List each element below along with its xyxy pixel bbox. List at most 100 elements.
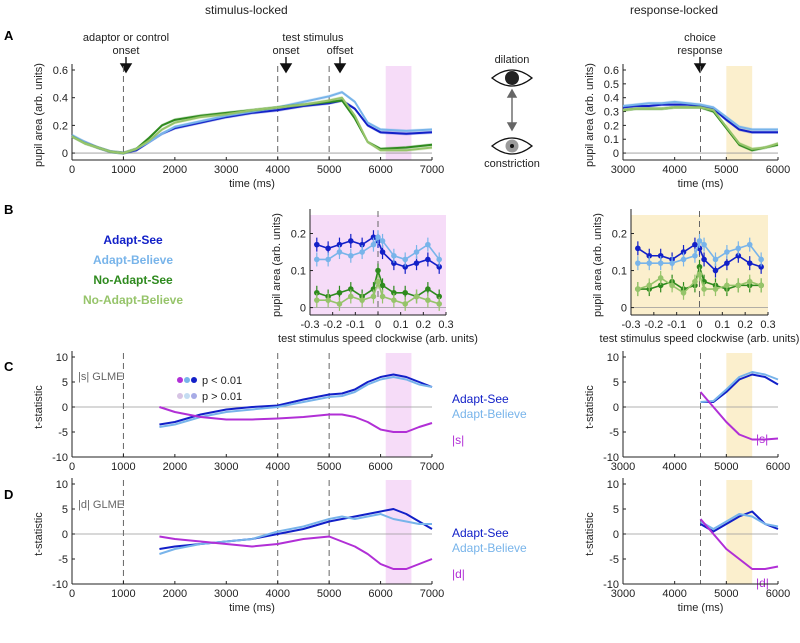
x-tick-label-c2-0: 3000 (611, 461, 635, 473)
x-tick-label-c1-6: 6000 (368, 461, 392, 473)
x-tick-label-b2-1: -0.2 (644, 319, 663, 331)
point-b1-no-adapt-believe-9 (402, 301, 409, 307)
point-b2-no-adapt-see-6 (696, 264, 703, 270)
chart-a1: 0 1000 2000 3000 4000 5000 6000 7000 0 0.2 0.4 0.6 t… (33, 63, 444, 190)
x-tick-label-b1-0: -0.3 (301, 319, 320, 331)
arrowhead-adaptor-onset (119, 63, 133, 74)
y-axis-label-d2: t-statistic (584, 512, 596, 556)
y-tick-label-d2-0: -10 (603, 579, 619, 591)
point-b2-adapt-believe-4 (680, 256, 687, 263)
point-b2-no-adapt-see-2 (657, 282, 664, 289)
x-axis-label-a2: time (ms) (678, 178, 724, 190)
y-tick-label-b2-2: 0.2 (612, 229, 627, 241)
point-b2-adapt-believe-1 (646, 260, 653, 266)
series-c2-adapt-believe (700, 371, 779, 403)
x-axis-label-b1: test stimulus speed clockwise (arb. unit… (278, 333, 478, 345)
x-axis-label-a1: time (ms) (229, 178, 275, 190)
chart-b1: -0.3 -0.2 -0.1 0 0.1 0.2 0.3 0 0.1 0.2 test stimul… (271, 209, 478, 345)
point-b2-no-adapt-believe-5 (692, 278, 698, 285)
point-b2-adapt-believe-2 (657, 260, 664, 266)
point-b2-no-adapt-believe-3 (669, 282, 675, 289)
y-tick-label-d2-4: 10 (607, 479, 619, 491)
point-b1-adapt-believe-7 (379, 238, 386, 244)
series-a2-adapt-believe (622, 100, 778, 132)
point-b1-no-adapt-see-11 (425, 286, 431, 292)
point-b2-adapt-see-10 (735, 252, 742, 259)
x-tick-label-d1-2: 2000 (163, 588, 187, 600)
line-c1-adapt-believe (159, 376, 433, 428)
point-b1-adapt-believe-6 (375, 234, 381, 241)
point-b2-adapt-believe-11 (746, 241, 753, 248)
line-d2-abs-dabs (699, 518, 779, 570)
x-tick-label-b1-2: -0.1 (346, 319, 365, 331)
point-b2-adapt-believe-12 (758, 256, 764, 263)
legend-adapt-see: Adapt-See (103, 233, 163, 247)
analysis-window-c1 (385, 353, 412, 457)
point-b1-adapt-believe-4 (359, 249, 365, 255)
series-c1-adapt-believe (159, 376, 433, 428)
y-axis-label-b1: pupil area (arb. units) (271, 213, 283, 317)
point-b1-adapt-see-5 (370, 234, 377, 241)
line-d1-abs-dabs (159, 535, 433, 570)
point-b1-adapt-see-8 (391, 260, 397, 266)
legend-dot-nonsig-believe (184, 393, 190, 399)
x-tick-label-b1-5: 0.2 (416, 319, 431, 331)
point-b2-adapt-see-1 (646, 252, 653, 259)
x-tick-label-c1-7: 7000 (420, 461, 444, 473)
point-b2-adapt-believe-9 (724, 249, 730, 255)
line-d2-adapt-believe (699, 513, 779, 530)
legend-dot-nonsig-absterm (177, 393, 183, 399)
y-axis-label-b2: pupil area (arb. units) (592, 213, 604, 317)
x-tick-label-a2-1: 4000 (662, 164, 686, 176)
series-label-d1-abs-d: |d| (452, 567, 465, 581)
point-b1-adapt-see-2 (336, 241, 343, 248)
y-tick-label-d1-3: 5 (62, 504, 68, 516)
legend-text-nonsig: p > 0.01 (202, 391, 242, 403)
x-axis-label-d1: time (ms) (229, 602, 275, 614)
point-b2-adapt-see-9 (724, 260, 730, 266)
annotation-test-offset: offset (327, 45, 354, 57)
point-b1-adapt-see-11 (425, 256, 431, 263)
point-b2-adapt-see-8 (712, 267, 719, 274)
point-b2-no-adapt-believe-0 (635, 286, 641, 292)
legend-no-adapt-believe: No-Adapt-Believe (83, 293, 183, 307)
x-tick-label-d1-3: 3000 (214, 588, 238, 600)
y-tick-label-d1-4: 10 (56, 479, 68, 491)
point-b1-adapt-believe-3 (348, 252, 354, 259)
chart-d2: 3000 4000 5000 6000 -10 -5 0 5 10 time (ms) t-stat… (584, 478, 790, 614)
point-b1-no-adapt-see-12 (436, 293, 443, 300)
y-tick-label-c1-4: 10 (56, 352, 68, 364)
line-a2-adapt-believe (622, 100, 778, 131)
x-tick-label-d1-1: 1000 (111, 588, 135, 600)
x-tick-label-c2-3: 6000 (766, 461, 790, 473)
point-b1-adapt-see-12 (436, 264, 443, 270)
y-tick-label-c2-1: -5 (609, 427, 619, 439)
series-b1-no-adapt-believe (314, 274, 443, 311)
point-b2-adapt-believe-10 (735, 245, 742, 252)
x-tick-label-b2-6: 0.3 (760, 319, 775, 331)
x-tick-label-a1-0: 0 (69, 164, 75, 176)
x-tick-label-c1-4: 4000 (265, 461, 289, 473)
y-tick-label-d2-1: -5 (609, 554, 619, 566)
x-axis-label-b2: test stimulus speed clockwise (arb. unit… (600, 333, 800, 345)
y-tick-label-a1-3: 0.6 (53, 65, 68, 77)
significance-legend: p < 0.01 p > 0.01 (177, 375, 242, 403)
series-c1-adapt-see (159, 373, 433, 426)
y-tick-label-a1-2: 0.4 (53, 93, 68, 105)
point-b1-no-adapt-believe-4 (359, 297, 365, 303)
annotation-choice: choice (684, 32, 716, 44)
point-b2-adapt-see-4 (680, 249, 687, 255)
series-a1-no-adapt-believe (71, 96, 433, 155)
x-tick-label-a1-4: 4000 (265, 164, 289, 176)
y-tick-label-c1-2: 0 (62, 402, 68, 414)
band-a1-adapt-believe (72, 90, 432, 155)
series-b2-no-adapt-believe (635, 267, 764, 300)
point-b1-adapt-believe-11 (425, 241, 431, 248)
label-dilation: dilation (495, 54, 530, 66)
point-b1-adapt-see-10 (413, 260, 420, 266)
legend-dot-sig-absterm (177, 377, 183, 383)
legend-dot-sig-believe (184, 377, 190, 383)
point-b1-no-adapt-believe-5 (370, 293, 377, 300)
y-tick-label-c1-3: 5 (62, 377, 68, 389)
y-axis-label-d1: t-statistic (33, 512, 45, 556)
